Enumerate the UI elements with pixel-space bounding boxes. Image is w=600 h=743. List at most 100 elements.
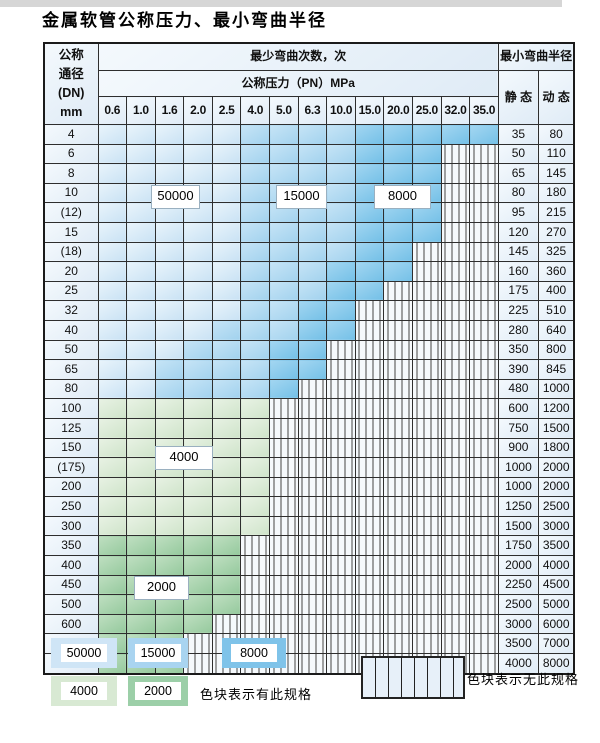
no-spec-cell: [412, 241, 442, 263]
dynamic-radius-cell: 215: [537, 202, 575, 223]
table-row-dn-8: 8 65 145: [43, 163, 575, 184]
spec-cell: [240, 457, 271, 478]
spec-cell: [326, 261, 356, 282]
dn-cell: (12): [43, 202, 99, 223]
dn-cell: 300: [43, 515, 99, 537]
spec-cell: [183, 535, 213, 557]
spec-cell: [240, 437, 271, 459]
static-radius-cell: 280: [497, 319, 539, 341]
no-spec-cell: [440, 535, 471, 557]
no-spec-cell: [412, 280, 442, 302]
zone-label-50000: 50000: [151, 185, 200, 209]
spec-cell: [97, 417, 128, 439]
table-row-dn-300: 300 1500 3000: [43, 515, 575, 537]
dynamic-radius-cell: 2000: [537, 457, 575, 478]
no-spec-cell: [183, 653, 213, 675]
spec-cell: [211, 515, 242, 537]
no-spec-cell: [412, 457, 442, 478]
dn-cell: (175): [43, 457, 99, 478]
no-spec-cell: [326, 359, 356, 380]
spec-cell: [297, 221, 328, 243]
no-spec-cell: [297, 515, 328, 537]
spec-cell: [297, 241, 328, 263]
pressure-tick-1.6: 1.6: [154, 96, 185, 125]
dn-cell: 200: [43, 476, 99, 498]
table-row-dn-6: 6 50 110: [43, 143, 575, 165]
static-radius-cell: 175: [497, 280, 539, 302]
no-spec-cell: [326, 398, 356, 419]
spec-cell: [240, 241, 271, 263]
no-spec-cell: [297, 653, 328, 675]
dn-cell: 6: [43, 143, 99, 165]
no-spec-cell: [354, 300, 385, 321]
table-row-dn-80: 80 480 1000: [43, 378, 575, 400]
no-spec-cell: [354, 555, 385, 576]
no-spec-cell: [354, 417, 385, 439]
dn-cell: 450: [43, 574, 99, 596]
dynamic-radius-cell: 3000: [537, 515, 575, 537]
dynamic-radius-cell: 270: [537, 221, 575, 243]
legend-value-4000: 4000: [61, 682, 107, 700]
spec-cell: [412, 124, 442, 145]
spec-cell: [97, 574, 128, 596]
no-spec-cell: [383, 359, 414, 380]
static-radius-cell: 120: [497, 221, 539, 243]
spec-cell: [126, 417, 156, 439]
dynamic-radius-cell: 1500: [537, 417, 575, 439]
spec-cell: [240, 221, 271, 243]
no-spec-cell: [297, 398, 328, 419]
static-radius-cell: 80: [497, 182, 539, 204]
spec-cell: [211, 319, 242, 341]
no-spec-cell: [297, 633, 328, 655]
no-spec-cell: [469, 535, 499, 557]
table-row-dn-20: 20 160 360: [43, 261, 575, 282]
spec-cell: [240, 515, 271, 537]
no-spec-cell: [440, 143, 471, 165]
static-radius-cell: 1500: [497, 515, 539, 537]
no-spec-cell: [297, 457, 328, 478]
dynamic-radius-cell: 6000: [537, 613, 575, 635]
no-spec-cell: [326, 339, 356, 361]
spec-cell: [211, 476, 242, 498]
spec-cell: [240, 398, 271, 419]
spec-cell: [240, 182, 271, 204]
spec-cell: [240, 359, 271, 380]
no-spec-cell: [469, 574, 499, 596]
static-radius-cell: 750: [497, 417, 539, 439]
no-spec-cell: [383, 378, 414, 400]
no-spec-cell: [297, 417, 328, 439]
spec-cell: [97, 339, 128, 361]
spec-cell: [240, 476, 271, 498]
spec-cell: [211, 143, 242, 165]
spec-cell: [97, 241, 128, 263]
spec-cell: [126, 221, 156, 243]
spec-cell: [97, 280, 128, 302]
dn-cell: 15: [43, 221, 99, 243]
no-spec-cell: [469, 143, 499, 165]
spec-cell: [126, 339, 156, 361]
spec-cell: [126, 496, 156, 517]
dynamic-radius-cell: 845: [537, 359, 575, 380]
spec-cell: [97, 613, 128, 635]
spec-cell: [154, 359, 185, 380]
dn-cell: 4: [43, 124, 99, 145]
static-radius-cell: 160: [497, 261, 539, 282]
spec-cell: [269, 163, 299, 184]
spec-cell: [126, 163, 156, 184]
no-spec-cell: [354, 437, 385, 459]
table-row-dn-200: 200 1000 2000: [43, 476, 575, 498]
no-spec-cell: [469, 555, 499, 576]
spec-cell: [183, 555, 213, 576]
spec-cell: [154, 535, 185, 557]
dn-cell: 100: [43, 398, 99, 419]
dn-cell: 10: [43, 182, 99, 204]
spec-cell: [297, 300, 328, 321]
dn-cell: 350: [43, 535, 99, 557]
spec-cell: [269, 319, 299, 341]
spec-cell: [469, 124, 499, 145]
spec-cell: [211, 241, 242, 263]
spec-cell: [326, 221, 356, 243]
spec-cell: [354, 261, 385, 282]
no-spec-cell: [440, 515, 471, 537]
spec-cell: [154, 398, 185, 419]
